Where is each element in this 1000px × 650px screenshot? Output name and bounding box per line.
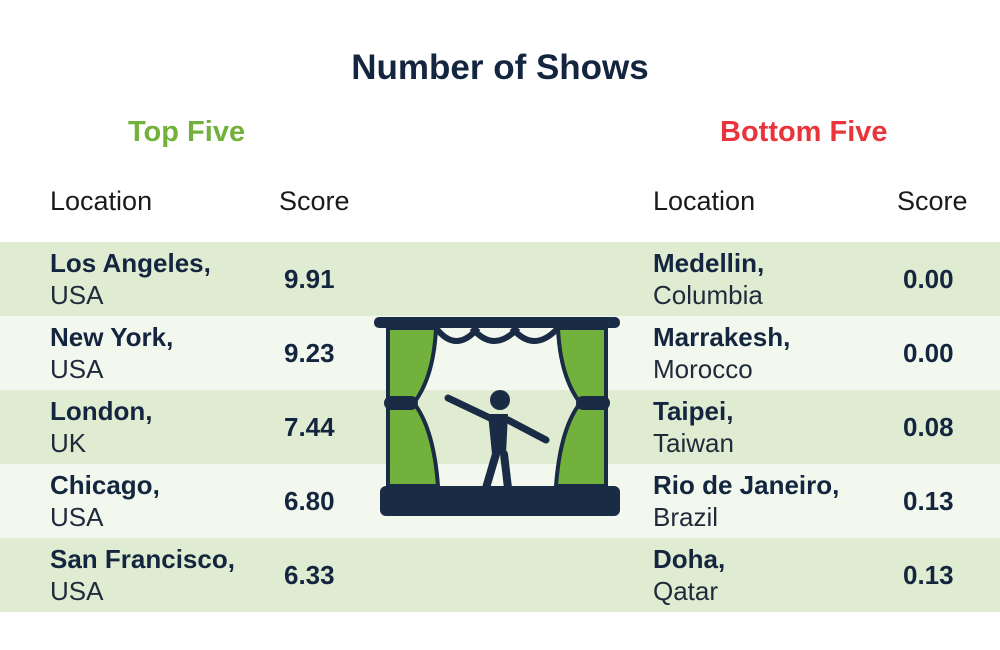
theater-stage-icon xyxy=(374,317,620,516)
city: Medellin, xyxy=(653,248,765,278)
bottom-row-4-location: Rio de Janeiro, Brazil xyxy=(653,469,839,533)
city: London, xyxy=(50,396,153,426)
top-location-header: Location xyxy=(50,186,153,216)
top-row-3-score: 7.44 xyxy=(284,412,335,442)
top-row-1-score: 9.91 xyxy=(284,264,335,294)
bottom-row-2-location: Marrakesh, Morocco xyxy=(653,321,790,385)
bottom-score-header: Score xyxy=(897,186,968,216)
city: Taipei, xyxy=(653,396,734,426)
top-row-5-score: 6.33 xyxy=(284,560,335,590)
top-row-1-location: Los Angeles, USA xyxy=(50,247,211,311)
bottom-row-5-location: Doha, Qatar xyxy=(653,543,725,607)
top-row-4-location: Chicago, USA xyxy=(50,469,160,533)
country: USA xyxy=(50,280,104,310)
bottom-row-3-score: 0.08 xyxy=(903,412,954,442)
bottom-row-1-score: 0.00 xyxy=(903,264,954,294)
country: Brazil xyxy=(653,502,719,532)
bottom-row-5-score: 0.13 xyxy=(903,560,954,590)
city: San Francisco, xyxy=(50,544,235,574)
country: USA xyxy=(50,576,104,606)
city: Doha, xyxy=(653,544,726,574)
top-row-2-location: New York, USA xyxy=(50,321,173,385)
top-five-heading: Top Five xyxy=(128,116,246,148)
country: Taiwan xyxy=(653,428,734,458)
top-score-header: Score xyxy=(279,186,350,216)
page-title: Number of Shows xyxy=(351,48,649,87)
bottom-location-header: Location xyxy=(653,186,756,216)
row-band xyxy=(0,538,1000,612)
country: USA xyxy=(50,502,104,532)
city: Los Angeles, xyxy=(50,248,211,278)
city: Chicago, xyxy=(50,470,160,500)
bottom-row-2-score: 0.00 xyxy=(903,338,954,368)
row-band xyxy=(0,316,1000,390)
country: Morocco xyxy=(653,354,753,384)
country: Columbia xyxy=(653,280,763,310)
top-row-3-location: London, UK xyxy=(50,395,153,459)
bottom-row-1-location: Medellin, Columbia xyxy=(653,247,764,311)
city: New York, xyxy=(50,322,174,352)
country: USA xyxy=(50,354,104,384)
city: Rio de Janeiro, xyxy=(653,470,840,500)
bottom-row-3-location: Taipei, Taiwan xyxy=(653,395,734,459)
country: UK xyxy=(50,428,87,458)
top-row-5-location: San Francisco, USA xyxy=(50,543,235,607)
city: Marrakesh, xyxy=(653,322,791,352)
bottom-five-heading: Bottom Five xyxy=(720,116,888,148)
top-row-4-score: 6.80 xyxy=(284,486,335,516)
bottom-row-4-score: 0.13 xyxy=(903,486,954,516)
top-row-2-score: 9.23 xyxy=(284,338,335,368)
row-band xyxy=(0,242,1000,316)
country: Qatar xyxy=(653,576,719,606)
